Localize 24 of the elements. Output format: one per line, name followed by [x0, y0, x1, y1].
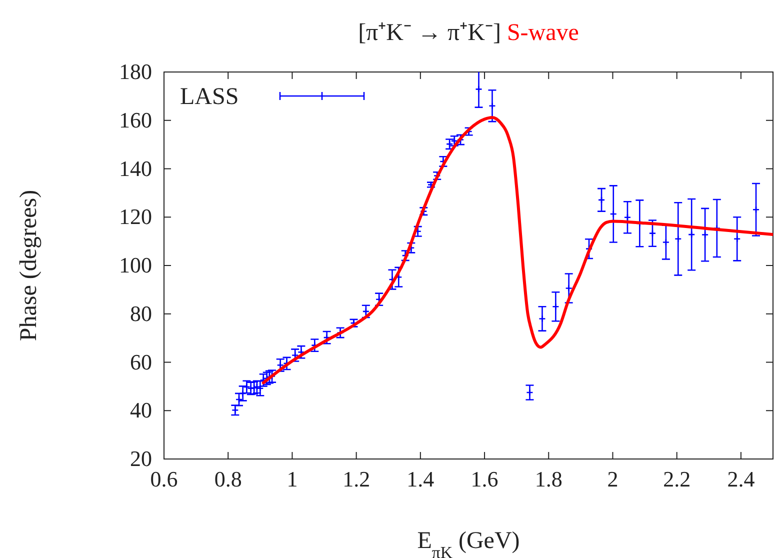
- x-tick-label: 1: [286, 466, 298, 492]
- x-tick-label: 0.6: [150, 466, 178, 492]
- text: S-wave: [506, 20, 579, 46]
- y-tick-label: 60: [130, 349, 152, 374]
- x-tick-label: 1.8: [534, 466, 562, 492]
- y-tick-label: 160: [119, 107, 152, 132]
- x-tick-label: 2.4: [727, 466, 755, 492]
- x-tick-label: 2: [607, 466, 618, 492]
- x-tick-label: 1.6: [470, 466, 498, 492]
- x-axis-title: E$_{πK}$ (GeV): [417, 528, 520, 558]
- legend-label: LASS: [180, 84, 239, 110]
- x-tick-label: 1.4: [406, 466, 434, 492]
- y-tick-label: 140: [119, 156, 152, 181]
- chart-title: [π⁺K⁻ → π⁺K⁻]: [358, 20, 501, 46]
- y-tick-label: 180: [119, 59, 152, 84]
- y-axis-title: Phase (degrees): [16, 190, 42, 342]
- y-tick-label: 40: [130, 398, 152, 423]
- y-tick-label: 100: [119, 252, 152, 278]
- x-tick-label: 0.8: [214, 466, 242, 492]
- x-tick-label: 2.2: [663, 466, 691, 492]
- x-tick-label: 1.2: [342, 466, 370, 492]
- y-tick-label: 120: [119, 204, 152, 230]
- y-tick-label: 20: [130, 446, 152, 472]
- y-tick-label: 80: [130, 300, 152, 326]
